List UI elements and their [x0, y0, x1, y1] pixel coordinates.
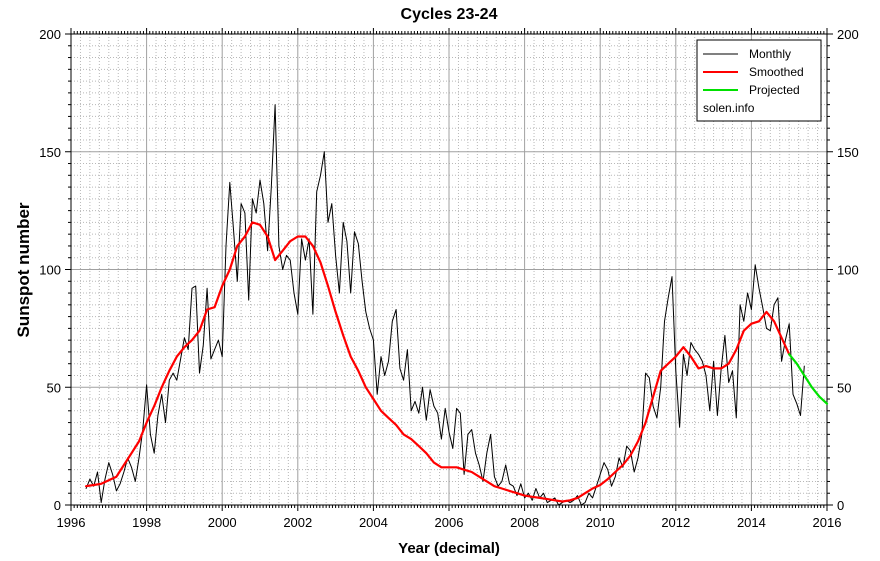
legend-label-smoothed: Smoothed [749, 65, 804, 79]
x-tick-label: 2000 [208, 515, 237, 530]
x-tick-label: 1998 [132, 515, 161, 530]
y-tick-label-right: 100 [837, 263, 859, 278]
x-tick-label: 1996 [57, 515, 86, 530]
chart-title: Cycles 23-24 [401, 6, 498, 23]
y-tick-label-right: 150 [837, 145, 859, 160]
x-tick-label: 2016 [813, 515, 842, 530]
x-tick-label: 2006 [435, 515, 464, 530]
legend-label-projected: Projected [749, 83, 800, 97]
y-tick-labels-right: 0 50 100 150 200 [837, 27, 859, 513]
legend: Monthly Smoothed Projected solen.info [696, 39, 822, 122]
x-tick-label: 2012 [661, 515, 690, 530]
y-tick-label-left: 100 [39, 263, 61, 278]
x-tick-label: 2010 [586, 515, 615, 530]
legend-source-note: solen.info [703, 101, 755, 115]
y-tick-label-right: 200 [837, 27, 859, 42]
series-line-projected [788, 353, 829, 405]
x-tick-label: 2004 [359, 515, 388, 530]
x-tick-label: 2008 [510, 515, 539, 530]
series-layer [84, 104, 829, 506]
legend-label-monthly: Monthly [749, 47, 791, 61]
x-tick-label: 2002 [283, 515, 312, 530]
x-tick-label: 2014 [737, 515, 766, 530]
series-line-monthly [85, 104, 805, 506]
y-tick-label-right: 0 [837, 498, 844, 513]
y-tick-labels-left: 0 50 100 150 200 [39, 27, 61, 513]
series-line-smoothed [84, 221, 791, 503]
x-tick-labels: 1996 1998 2000 2002 2004 2006 2008 2010 2012 2014… [57, 515, 842, 530]
y-tick-label-right: 50 [837, 380, 851, 395]
axis-ticks [65, 28, 833, 511]
y-tick-label-left: 150 [39, 145, 61, 160]
x-axis-title: Year (decimal) [398, 540, 500, 557]
y-tick-label-left: 0 [54, 498, 61, 513]
y-tick-label-left: 50 [47, 380, 61, 395]
y-tick-label-left: 200 [39, 27, 61, 42]
y-axis-title: Sunspot number [14, 202, 33, 337]
